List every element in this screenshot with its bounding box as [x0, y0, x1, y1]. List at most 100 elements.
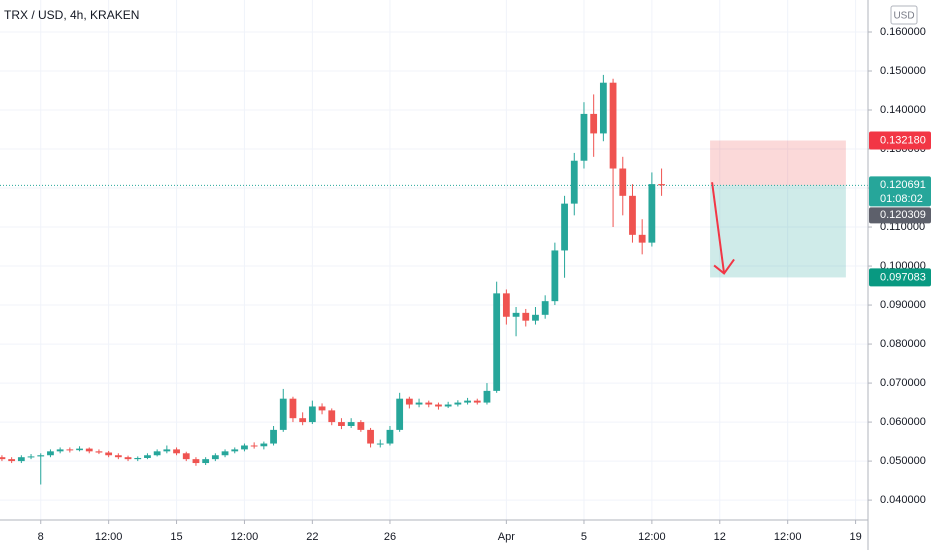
candle-body [270, 429, 277, 444]
candle-body [182, 453, 190, 460]
candle-body [619, 168, 627, 196]
y-tick-label: 0.090000 [880, 299, 926, 311]
candle-body [357, 422, 365, 430]
candle-body [289, 398, 297, 419]
y-tick-label: 0.110000 [880, 221, 925, 233]
y-tick-label: 0.040000 [880, 494, 926, 506]
chart-title: TRX / USD, 4h, KRAKEN [4, 8, 139, 22]
candle-body [202, 459, 210, 464]
target-label: 0.097083 [880, 271, 926, 283]
candle-body [27, 456, 35, 458]
candle-body [241, 445, 248, 450]
candle-body [144, 455, 151, 458]
candle-body [386, 429, 394, 444]
candle-body [85, 448, 93, 452]
candle-body [522, 312, 530, 321]
candle-body [405, 398, 413, 405]
candle-body [37, 455, 45, 457]
candle-body [66, 449, 74, 451]
candle-body [47, 451, 54, 456]
y-tick-label: 0.160000 [880, 26, 926, 38]
candle-body [211, 455, 219, 460]
candle-body [95, 451, 103, 453]
candle-body [338, 422, 345, 426]
y-tick-label: 0.070000 [880, 377, 926, 389]
candle-body [114, 455, 122, 458]
x-tick-label: 12:00 [638, 531, 666, 543]
x-tick-label: 12:00 [774, 531, 802, 543]
x-tick-label: 8 [38, 531, 44, 543]
x-tick-label: 19 [849, 531, 861, 543]
candle-body [8, 459, 16, 462]
candle-body [250, 445, 258, 447]
candle-body [638, 234, 646, 243]
candle-body [590, 113, 598, 134]
candle-body [512, 312, 520, 317]
candle-body [153, 451, 161, 456]
candle-body [541, 301, 549, 315]
y-tick-label: 0.060000 [880, 416, 926, 428]
bid-label: 0.120309 [880, 209, 926, 221]
stop-label: 0.132180 [880, 134, 926, 146]
last-price-label: 0.120691 [880, 179, 926, 191]
x-tick-label: 15 [170, 531, 182, 543]
last-price-box [869, 176, 931, 207]
candle-body [425, 402, 433, 405]
countdown: 01:08:02 [880, 193, 923, 205]
candle-body [493, 293, 501, 391]
candle-body [318, 406, 326, 411]
candle-body [163, 449, 171, 452]
x-tick-label: 26 [384, 531, 396, 543]
candle-body [570, 160, 578, 204]
candle-body [76, 448, 83, 451]
candle-body [435, 404, 442, 407]
y-tick-label: 0.080000 [880, 338, 926, 350]
candle-body [328, 410, 336, 423]
candle-body [17, 457, 25, 462]
candle-body [444, 404, 452, 407]
candle-body [299, 418, 307, 423]
candle-body [192, 459, 200, 464]
y-tick-label: 0.140000 [880, 104, 926, 116]
candle-body [658, 184, 665, 186]
candle-body [105, 452, 113, 456]
bid-box [869, 207, 931, 224]
candle-body [454, 402, 462, 405]
y-tick-label: 0.150000 [880, 65, 926, 77]
x-tick-label: 12 [714, 531, 726, 543]
x-tick-label: 5 [581, 531, 587, 543]
x-tick-label: 22 [306, 531, 318, 543]
candle-body [483, 390, 491, 403]
arrow [711, 182, 726, 274]
candle-body [134, 457, 142, 460]
target-label-box [869, 268, 931, 287]
candle-body [502, 293, 510, 317]
candle-body [580, 113, 588, 161]
candle-body [464, 400, 471, 403]
candle-body [599, 82, 607, 134]
candle-body [376, 443, 384, 445]
candle-body [0, 457, 6, 460]
x-tick-label: 12:00 [231, 531, 259, 543]
plot [0, 74, 868, 485]
candle-body [396, 398, 404, 430]
candle-body [231, 449, 239, 452]
candle-body [561, 203, 568, 251]
candle-body [648, 184, 656, 243]
candle-body [279, 398, 287, 430]
candle-body [367, 429, 374, 444]
arrow-head [713, 258, 735, 275]
candle-body [551, 250, 559, 302]
candle-body [308, 406, 316, 423]
candle-body [173, 449, 180, 454]
currency-box[interactable] [890, 5, 918, 25]
grid [0, 0, 868, 520]
x-tick-label: Apr [498, 531, 515, 543]
currency[interactable]: USD [893, 11, 914, 22]
stop-zone [710, 140, 846, 186]
candle-body [56, 449, 64, 452]
candle-body [609, 82, 617, 169]
axes: 0.040000 0.050000 0.060000 0.070000 0.080000… [38, 26, 931, 543]
